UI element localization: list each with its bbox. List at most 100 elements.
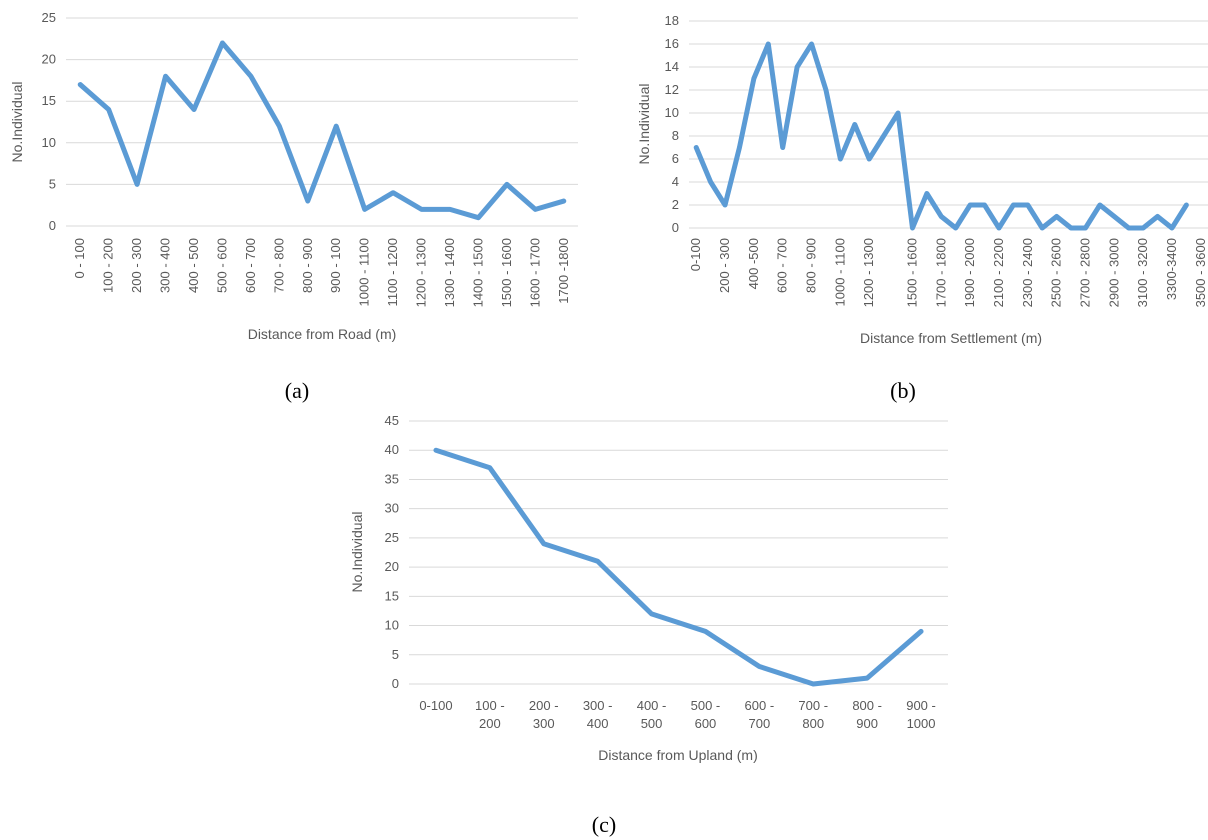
data-point <box>391 190 396 195</box>
y-tick-label: 10 <box>42 135 56 150</box>
x-tick-label: 900 - 100 <box>328 238 343 293</box>
data-point <box>487 465 492 470</box>
data-point <box>78 82 83 87</box>
x-tick-label: 200 -300 <box>529 698 559 731</box>
panel-label-c: (c) <box>592 812 616 837</box>
data-point <box>433 448 438 453</box>
x-axis-title: Distance from Upland (m) <box>598 747 758 763</box>
x-tick-label: 800 - 900 <box>804 238 819 293</box>
y-tick-label: 0 <box>49 218 56 233</box>
panel-label-a: (a) <box>285 378 309 403</box>
y-axis-title: No.Individual <box>9 82 25 163</box>
y-axis-title: No.Individual <box>349 512 365 593</box>
y-tick-label: 4 <box>672 174 679 189</box>
data-point <box>1141 226 1146 231</box>
data-point <box>362 207 367 212</box>
data-point <box>192 107 197 112</box>
data-point <box>220 40 225 45</box>
y-tick-label: 12 <box>665 82 679 97</box>
x-tick-label: 500 -600 <box>691 698 721 731</box>
panel-label-b: (b) <box>890 378 916 403</box>
y-tick-label: 5 <box>392 647 399 662</box>
x-tick-label: 800 -900 <box>852 698 882 731</box>
data-point <box>838 157 843 162</box>
data-point <box>757 664 762 669</box>
chart-settlement: 0 2 4 6 8 10 12 14 16 18 0-100 200 - 300 400 -500 600… <box>636 13 1208 346</box>
y-tick-label: 25 <box>385 530 399 545</box>
y-tick-label: 6 <box>672 151 679 166</box>
data-point <box>1069 226 1074 231</box>
data-point <box>106 107 111 112</box>
data-point <box>1169 226 1174 231</box>
data-point <box>694 145 699 150</box>
x-tick-label: 500 - 600 <box>214 238 229 293</box>
x-axis-title: Distance from Settlement (m) <box>860 330 1042 346</box>
x-tick-label: 1900 - 2000 <box>962 238 977 307</box>
data-point <box>419 207 424 212</box>
data-point <box>924 191 929 196</box>
data-point <box>708 180 713 185</box>
data-point <box>135 182 140 187</box>
data-point <box>504 182 509 187</box>
data-point <box>1126 226 1131 231</box>
data-point <box>968 203 973 208</box>
data-point <box>823 88 828 93</box>
x-tick-label: 3300-3400 <box>1164 238 1179 300</box>
x-tick-label: 200 - 300 <box>129 238 144 293</box>
x-tick-label: 800 - 900 <box>300 238 315 293</box>
x-tick-label: 600 -700 <box>745 698 775 731</box>
data-point <box>541 541 546 546</box>
data-point <box>737 145 742 150</box>
x-tick-label: 2100 - 2200 <box>991 238 1006 307</box>
y-tick-label: 30 <box>385 501 399 516</box>
x-tick-label: 1700 - 1800 <box>933 238 948 307</box>
x-tick-label: 2700 - 2800 <box>1077 238 1092 307</box>
data-point <box>766 42 771 47</box>
x-tick-label: 1200 - 1300 <box>414 238 429 307</box>
x-tick-label: 3500 - 3600 <box>1193 238 1208 307</box>
y-tick-label: 35 <box>385 471 399 486</box>
data-point <box>896 111 901 116</box>
x-tick-label: 1500 - 1600 <box>904 238 919 307</box>
y-tick-label: 15 <box>385 588 399 603</box>
data-point <box>953 226 958 231</box>
data-point <box>595 559 600 564</box>
y-tick-label: 16 <box>665 36 679 51</box>
y-tick-label: 20 <box>42 52 56 67</box>
x-tick-label: 2300 - 2400 <box>1020 238 1035 307</box>
data-point <box>1184 203 1189 208</box>
y-tick-label: 10 <box>385 618 399 633</box>
y-tick-label: 15 <box>42 93 56 108</box>
data-point <box>1011 203 1016 208</box>
x-tick-label: 300 - 400 <box>158 238 173 293</box>
data-point <box>852 122 857 127</box>
y-tick-label: 40 <box>385 442 399 457</box>
y-tick-label: 18 <box>665 13 679 28</box>
series-line <box>77 40 567 221</box>
x-tick-label: 400 - 500 <box>186 238 201 293</box>
y-tick-label: 20 <box>385 559 399 574</box>
data-point <box>476 215 481 220</box>
series-line <box>693 41 1189 231</box>
x-tick-label: 0-100 <box>688 238 703 271</box>
data-point <box>780 145 785 150</box>
x-tick-label: 400 -500 <box>746 238 761 289</box>
data-point <box>1025 203 1030 208</box>
y-tick-label: 0 <box>672 220 679 235</box>
data-point <box>1083 226 1088 231</box>
data-point <box>939 214 944 219</box>
x-tick-label: 1200 - 1300 <box>861 238 876 307</box>
x-tick-label: 2900 - 3000 <box>1106 238 1121 307</box>
x-tick-label: 700 -800 <box>798 698 828 731</box>
y-axis-title: No.Individual <box>636 84 652 165</box>
data-point <box>865 676 870 681</box>
data-point <box>248 74 253 79</box>
data-point <box>1040 226 1045 231</box>
data-point <box>910 226 915 231</box>
x-tick-label: 1000 - 1100 <box>357 238 372 306</box>
x-tick-label: 600 - 700 <box>243 238 258 293</box>
x-tick-label: 100 - 200 <box>101 238 116 293</box>
data-point <box>334 124 339 129</box>
y-tick-label: 2 <box>672 197 679 212</box>
